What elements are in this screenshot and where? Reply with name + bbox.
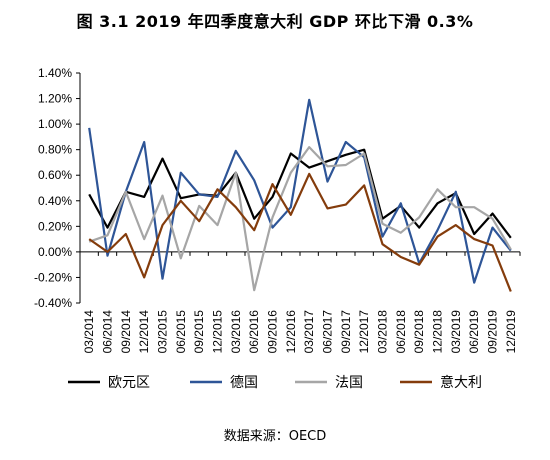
x-tick-label: 12/2018	[431, 310, 445, 354]
y-tick-label: 0.20%	[38, 219, 72, 233]
legend: 欧元区 德国 法国 意大利	[68, 374, 482, 391]
y-tick-label: 1.00%	[38, 117, 72, 131]
x-tick-label: 09/2016	[266, 310, 280, 354]
x-tick-label: 09/2019	[486, 310, 500, 354]
x-tick-label: 12/2017	[357, 310, 371, 354]
series-line-3	[88, 146, 512, 292]
x-tick-label: 06/2016	[247, 310, 261, 354]
x-tick-label: 09/2015	[192, 310, 206, 354]
x-tick-label: 06/2015	[174, 310, 188, 354]
x-tick-label: 03/2017	[302, 310, 316, 354]
x-tick-label: 03/2014	[82, 310, 96, 354]
x-tick-label: 09/2018	[412, 310, 426, 354]
x-tick-label: 03/2015	[156, 310, 170, 354]
x-tick-label: 06/2017	[321, 310, 335, 354]
y-tick-label: 0.00%	[38, 245, 72, 259]
x-axis-tick-labels: 03/2014 06/2014 09/2014 12/2014 03/2015 06/20…	[82, 310, 518, 354]
legend-label: 欧元区	[108, 375, 150, 391]
x-tick-label: 03/2019	[449, 310, 463, 354]
series-line-4	[88, 172, 512, 292]
source-note: 数据来源：OECD	[223, 429, 327, 444]
x-tick-label: 03/2016	[229, 310, 243, 354]
x-tick-label: 09/2014	[119, 310, 133, 354]
axes	[76, 72, 521, 304]
x-tick-label: 09/2017	[339, 310, 353, 354]
x-tick-label: 12/2016	[284, 310, 298, 354]
y-tick-label: 0.60%	[38, 168, 72, 182]
y-tick-label: 1.20%	[38, 92, 72, 106]
legend-label: 法国	[335, 375, 363, 391]
legend-label: 德国	[230, 375, 258, 391]
x-tick-label: 03/2018	[376, 310, 390, 354]
x-tick-label: 12/2014	[137, 310, 151, 354]
y-tick-label: 0.80%	[38, 143, 72, 157]
chart-title: 图 3.1 2019 年四季度意大利 GDP 环比下滑 0.3%	[76, 12, 474, 31]
x-tick-label: 12/2019	[504, 310, 518, 354]
x-tick-label: 12/2015	[211, 310, 225, 354]
y-axis-tick-labels: -0.40% -0.20% 0.00% 0.20% 0.40% 0.60% 0.80% 1.0…	[34, 66, 72, 310]
x-tick-label: 06/2014	[101, 310, 115, 354]
y-tick-label: 0.40%	[38, 194, 72, 208]
x-tick-label: 06/2019	[467, 310, 481, 354]
series-line-2	[88, 98, 512, 284]
series-lines	[88, 98, 512, 292]
legend-label: 意大利	[440, 374, 482, 391]
y-tick-label: -0.20%	[34, 270, 72, 284]
y-tick-label: -0.40%	[34, 296, 72, 310]
y-tick-label: 1.40%	[38, 66, 72, 80]
x-tick-label: 06/2018	[394, 310, 408, 354]
